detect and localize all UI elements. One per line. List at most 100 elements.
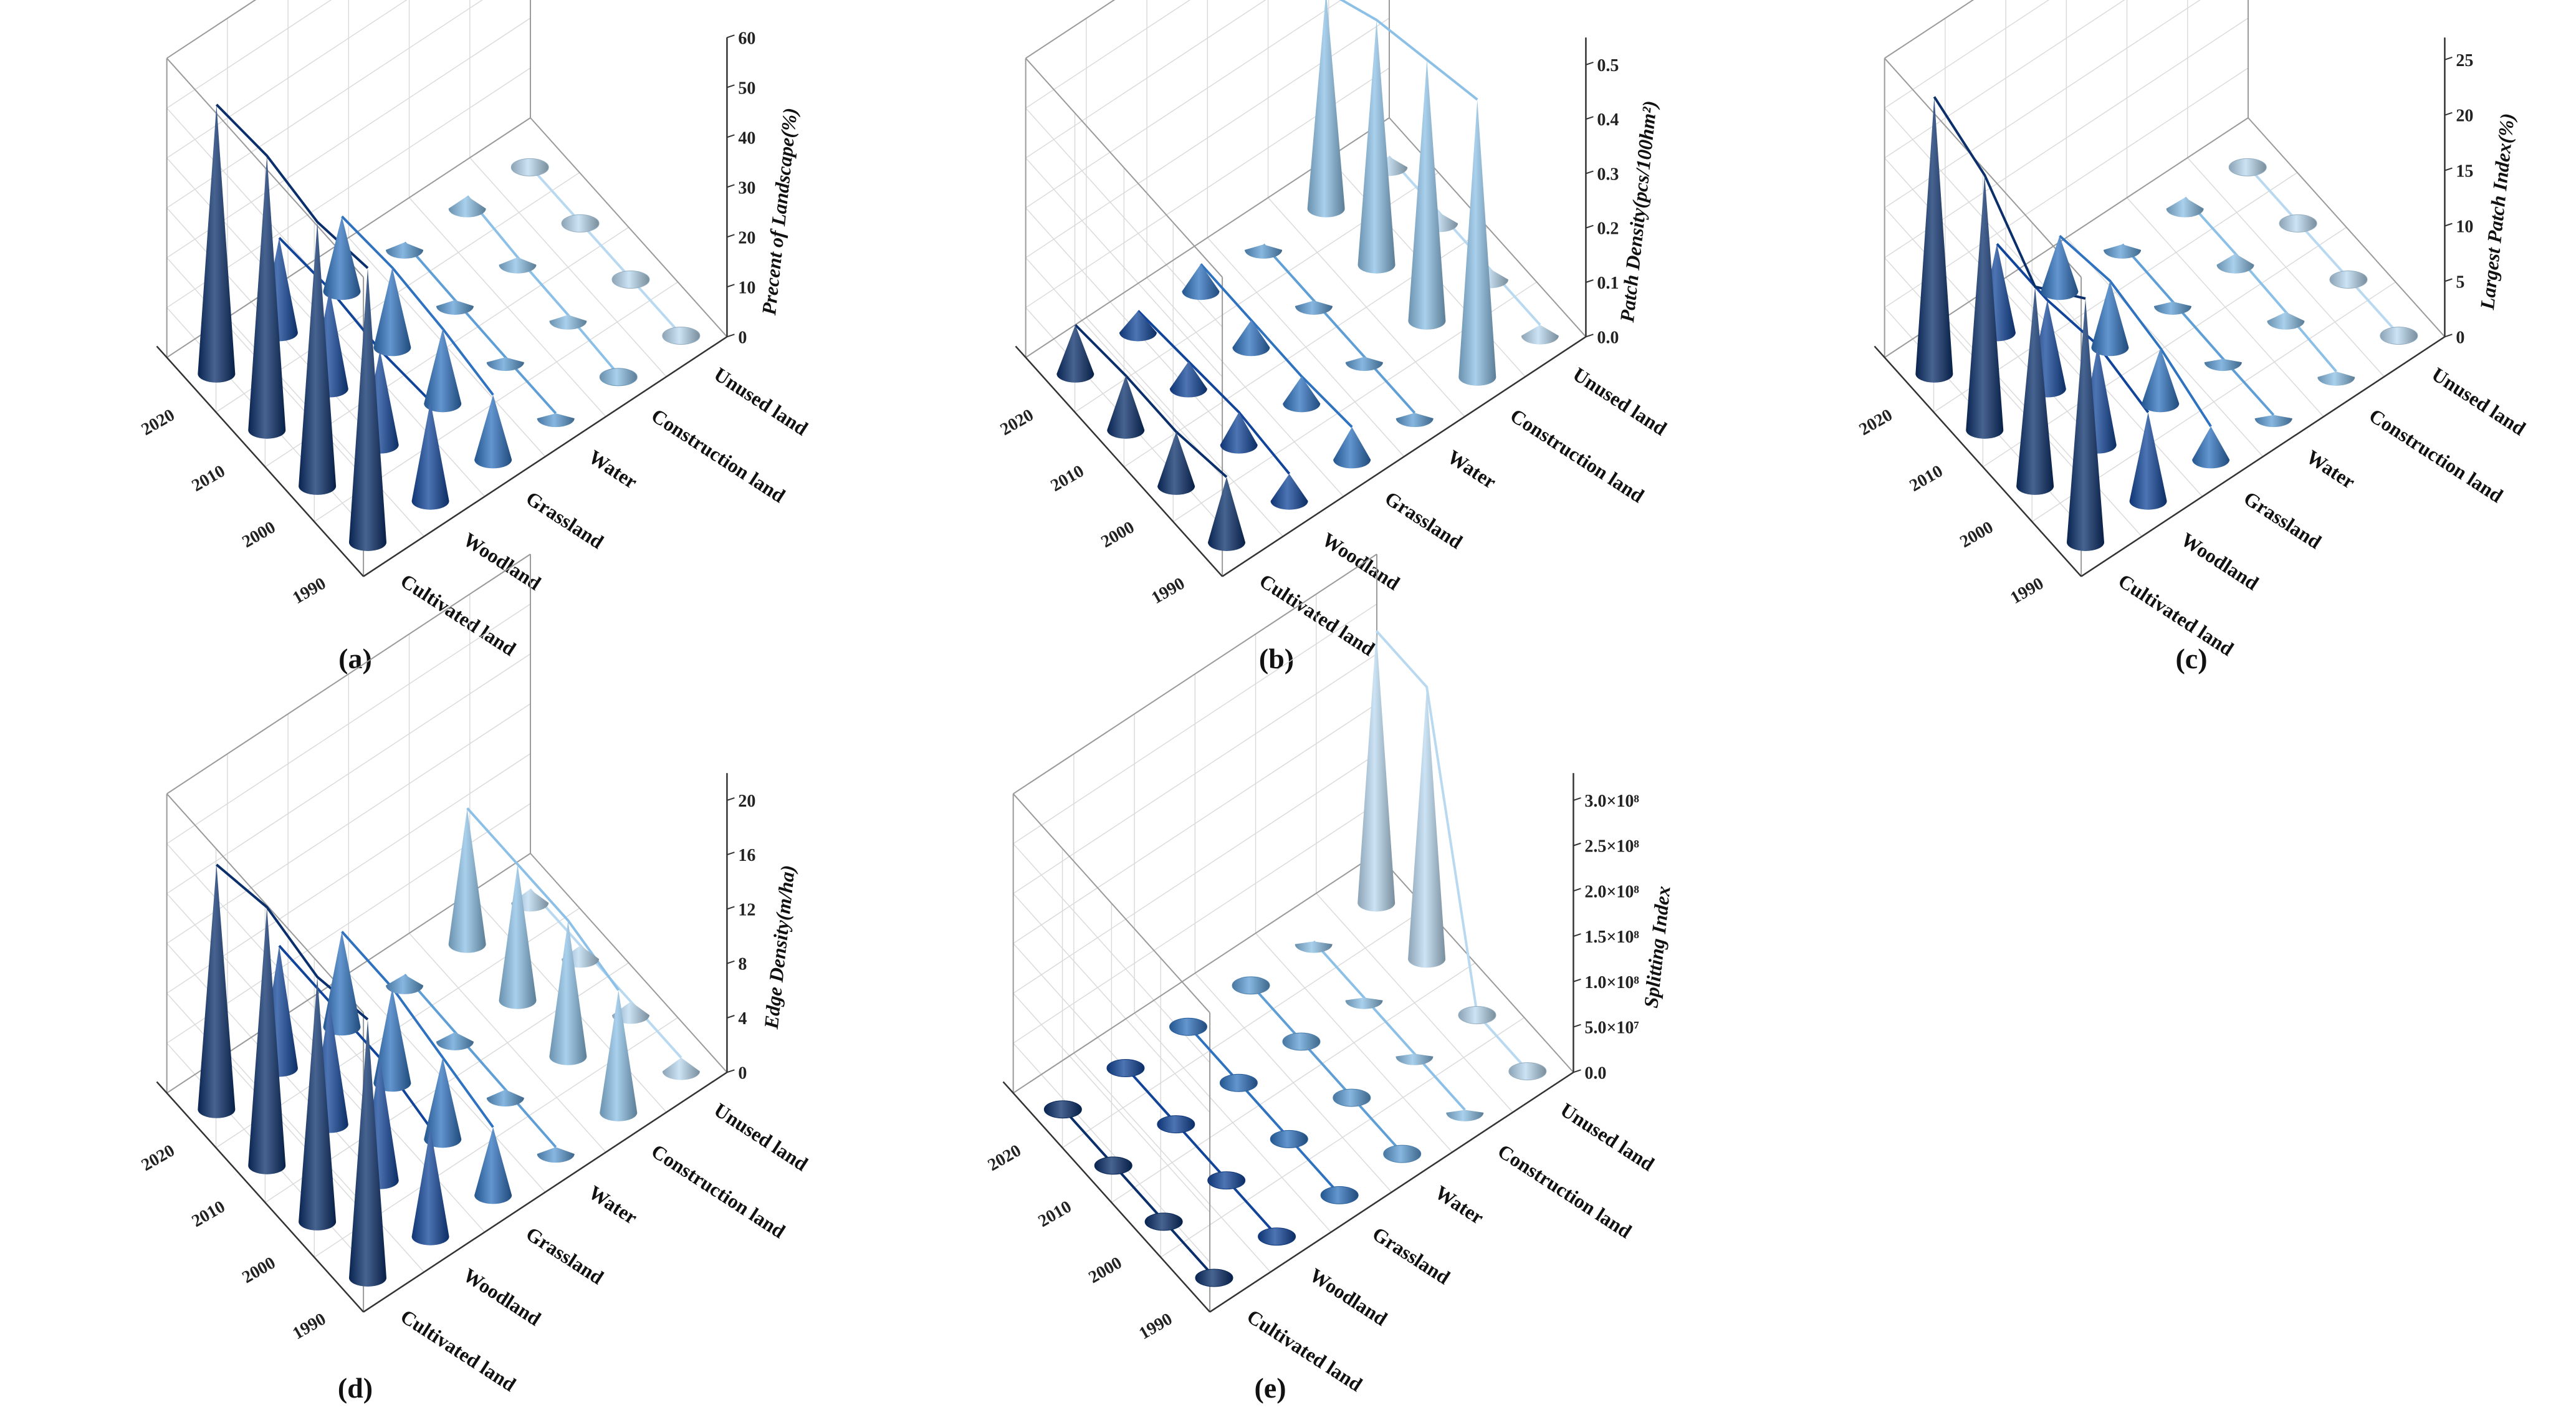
cone — [411, 1128, 449, 1245]
year-label: 2020 — [1856, 405, 1896, 439]
caption-d: (d) — [337, 1372, 373, 1404]
year-label: 2000 — [1956, 517, 1996, 552]
category-label: Construction land — [2365, 404, 2507, 507]
cone — [1345, 357, 1383, 372]
z-tick — [1573, 888, 1581, 892]
series-line-construction-land — [466, 195, 620, 376]
z-tick-label: 10 — [738, 278, 755, 297]
z-tick-label: 20 — [738, 792, 755, 811]
z-tick — [727, 284, 735, 288]
series-line-cultivated-land — [1061, 1107, 1215, 1278]
z-tick-label: 0.3 — [1597, 165, 1619, 184]
cone — [1119, 310, 1157, 342]
category-axis — [363, 336, 728, 577]
cone — [349, 268, 386, 551]
year-axis — [1015, 345, 1223, 577]
disc — [561, 214, 600, 233]
grid-line — [1160, 1017, 1525, 1258]
year-axis — [1874, 345, 2082, 577]
z-tick — [727, 234, 735, 238]
category-label: Water — [585, 1181, 641, 1229]
cone — [2204, 358, 2242, 372]
year-label: 2020 — [138, 1141, 178, 1175]
z-tick — [1573, 1024, 1581, 1028]
cone — [248, 155, 286, 439]
axis-lines — [156, 773, 728, 1313]
cone — [436, 1032, 474, 1050]
z-tick — [2444, 112, 2453, 116]
axis-edge — [166, 554, 531, 795]
cone — [474, 1127, 512, 1204]
series-line-unused-land — [2246, 165, 2400, 336]
year-label: 1990 — [289, 1309, 329, 1343]
year-axis — [156, 345, 365, 577]
axis-edge — [1013, 853, 1377, 1094]
disc — [2279, 214, 2317, 233]
cone — [1270, 474, 1308, 510]
series-line-construction-land — [1339, 0, 1478, 101]
axis-edge — [1012, 793, 1210, 1014]
axis-box — [1025, 0, 1587, 577]
z-tick — [727, 184, 735, 188]
disc — [2380, 327, 2418, 345]
category-label: Woodland — [459, 528, 545, 595]
category-label: Construction land — [1506, 404, 1649, 507]
category-label: Unused land — [710, 1098, 812, 1176]
z-tick-label: 8 — [738, 955, 747, 974]
category-label: Woodland — [1306, 1264, 1392, 1330]
year-label: 2010 — [1048, 461, 1088, 496]
cone — [1345, 997, 1383, 1009]
axis-edge — [166, 0, 257, 59]
series-line-unused-land — [529, 165, 682, 336]
cone — [248, 907, 286, 1174]
year-label: 1990 — [1148, 573, 1188, 608]
z-tick-label: 60 — [738, 29, 755, 48]
cone — [448, 808, 486, 953]
z-tick-label: 1.0×10⁸ — [1584, 973, 1639, 992]
z-axis-label: Edge Density(m/ha) — [760, 864, 800, 1030]
axis-lines — [1874, 37, 2446, 577]
z-tick-label: 0 — [2456, 328, 2464, 347]
disc — [1043, 1100, 1082, 1119]
year-axis — [156, 1081, 365, 1313]
year-label: 2010 — [1907, 461, 1946, 496]
category-axis — [1222, 336, 1587, 577]
z-tick-label: 0 — [738, 1063, 747, 1083]
z-tick — [727, 1069, 735, 1073]
panel-e: 0.0 5.0×10⁷ 1.0×10⁸ 1.5×10⁸ 2.0×10⁸ 2.5×10⁸ 3.… — [859, 554, 1718, 1420]
z-tick-label: 50 — [738, 79, 755, 98]
cone — [323, 931, 361, 1036]
axis-edge — [1884, 0, 1975, 59]
year-label: 2000 — [1098, 517, 1137, 552]
panel-a: 0 10 20 30 40 50 60 Precent of Landscape(%) 1990… — [0, 0, 859, 710]
cone — [1169, 361, 1207, 398]
z-tick — [1586, 224, 1594, 229]
z-tick-label: 15 — [2456, 162, 2473, 181]
series-line-water — [1250, 984, 1404, 1154]
year-label: 2010 — [189, 1197, 229, 1231]
z-axis-label: Precent of Landscape(%) — [757, 107, 802, 317]
cone — [1307, 0, 1345, 218]
cone — [537, 413, 575, 428]
axis-edge — [166, 793, 364, 1014]
category-label: Construction land — [648, 1139, 790, 1242]
cone — [411, 401, 449, 510]
year-label: 2000 — [239, 517, 279, 552]
year-label: 1990 — [2007, 573, 2047, 608]
category-label: Grassland — [522, 1222, 608, 1289]
cone — [474, 395, 512, 469]
z-tick-label: 2.5×10⁸ — [1584, 837, 1639, 856]
cone — [373, 987, 411, 1092]
z-tick — [2444, 278, 2453, 282]
cone — [1396, 1053, 1434, 1065]
chart-c-marks — [1915, 96, 2418, 551]
cone — [1295, 941, 1333, 953]
cone — [2153, 301, 2191, 315]
category-label: Construction land — [1494, 1139, 1636, 1242]
z-tick — [1573, 933, 1581, 938]
disc — [1232, 976, 1270, 995]
category-label: Woodland — [459, 1264, 545, 1330]
disc — [1157, 1115, 1195, 1134]
cone — [1245, 244, 1283, 259]
z-tick-label: 20 — [738, 228, 755, 247]
